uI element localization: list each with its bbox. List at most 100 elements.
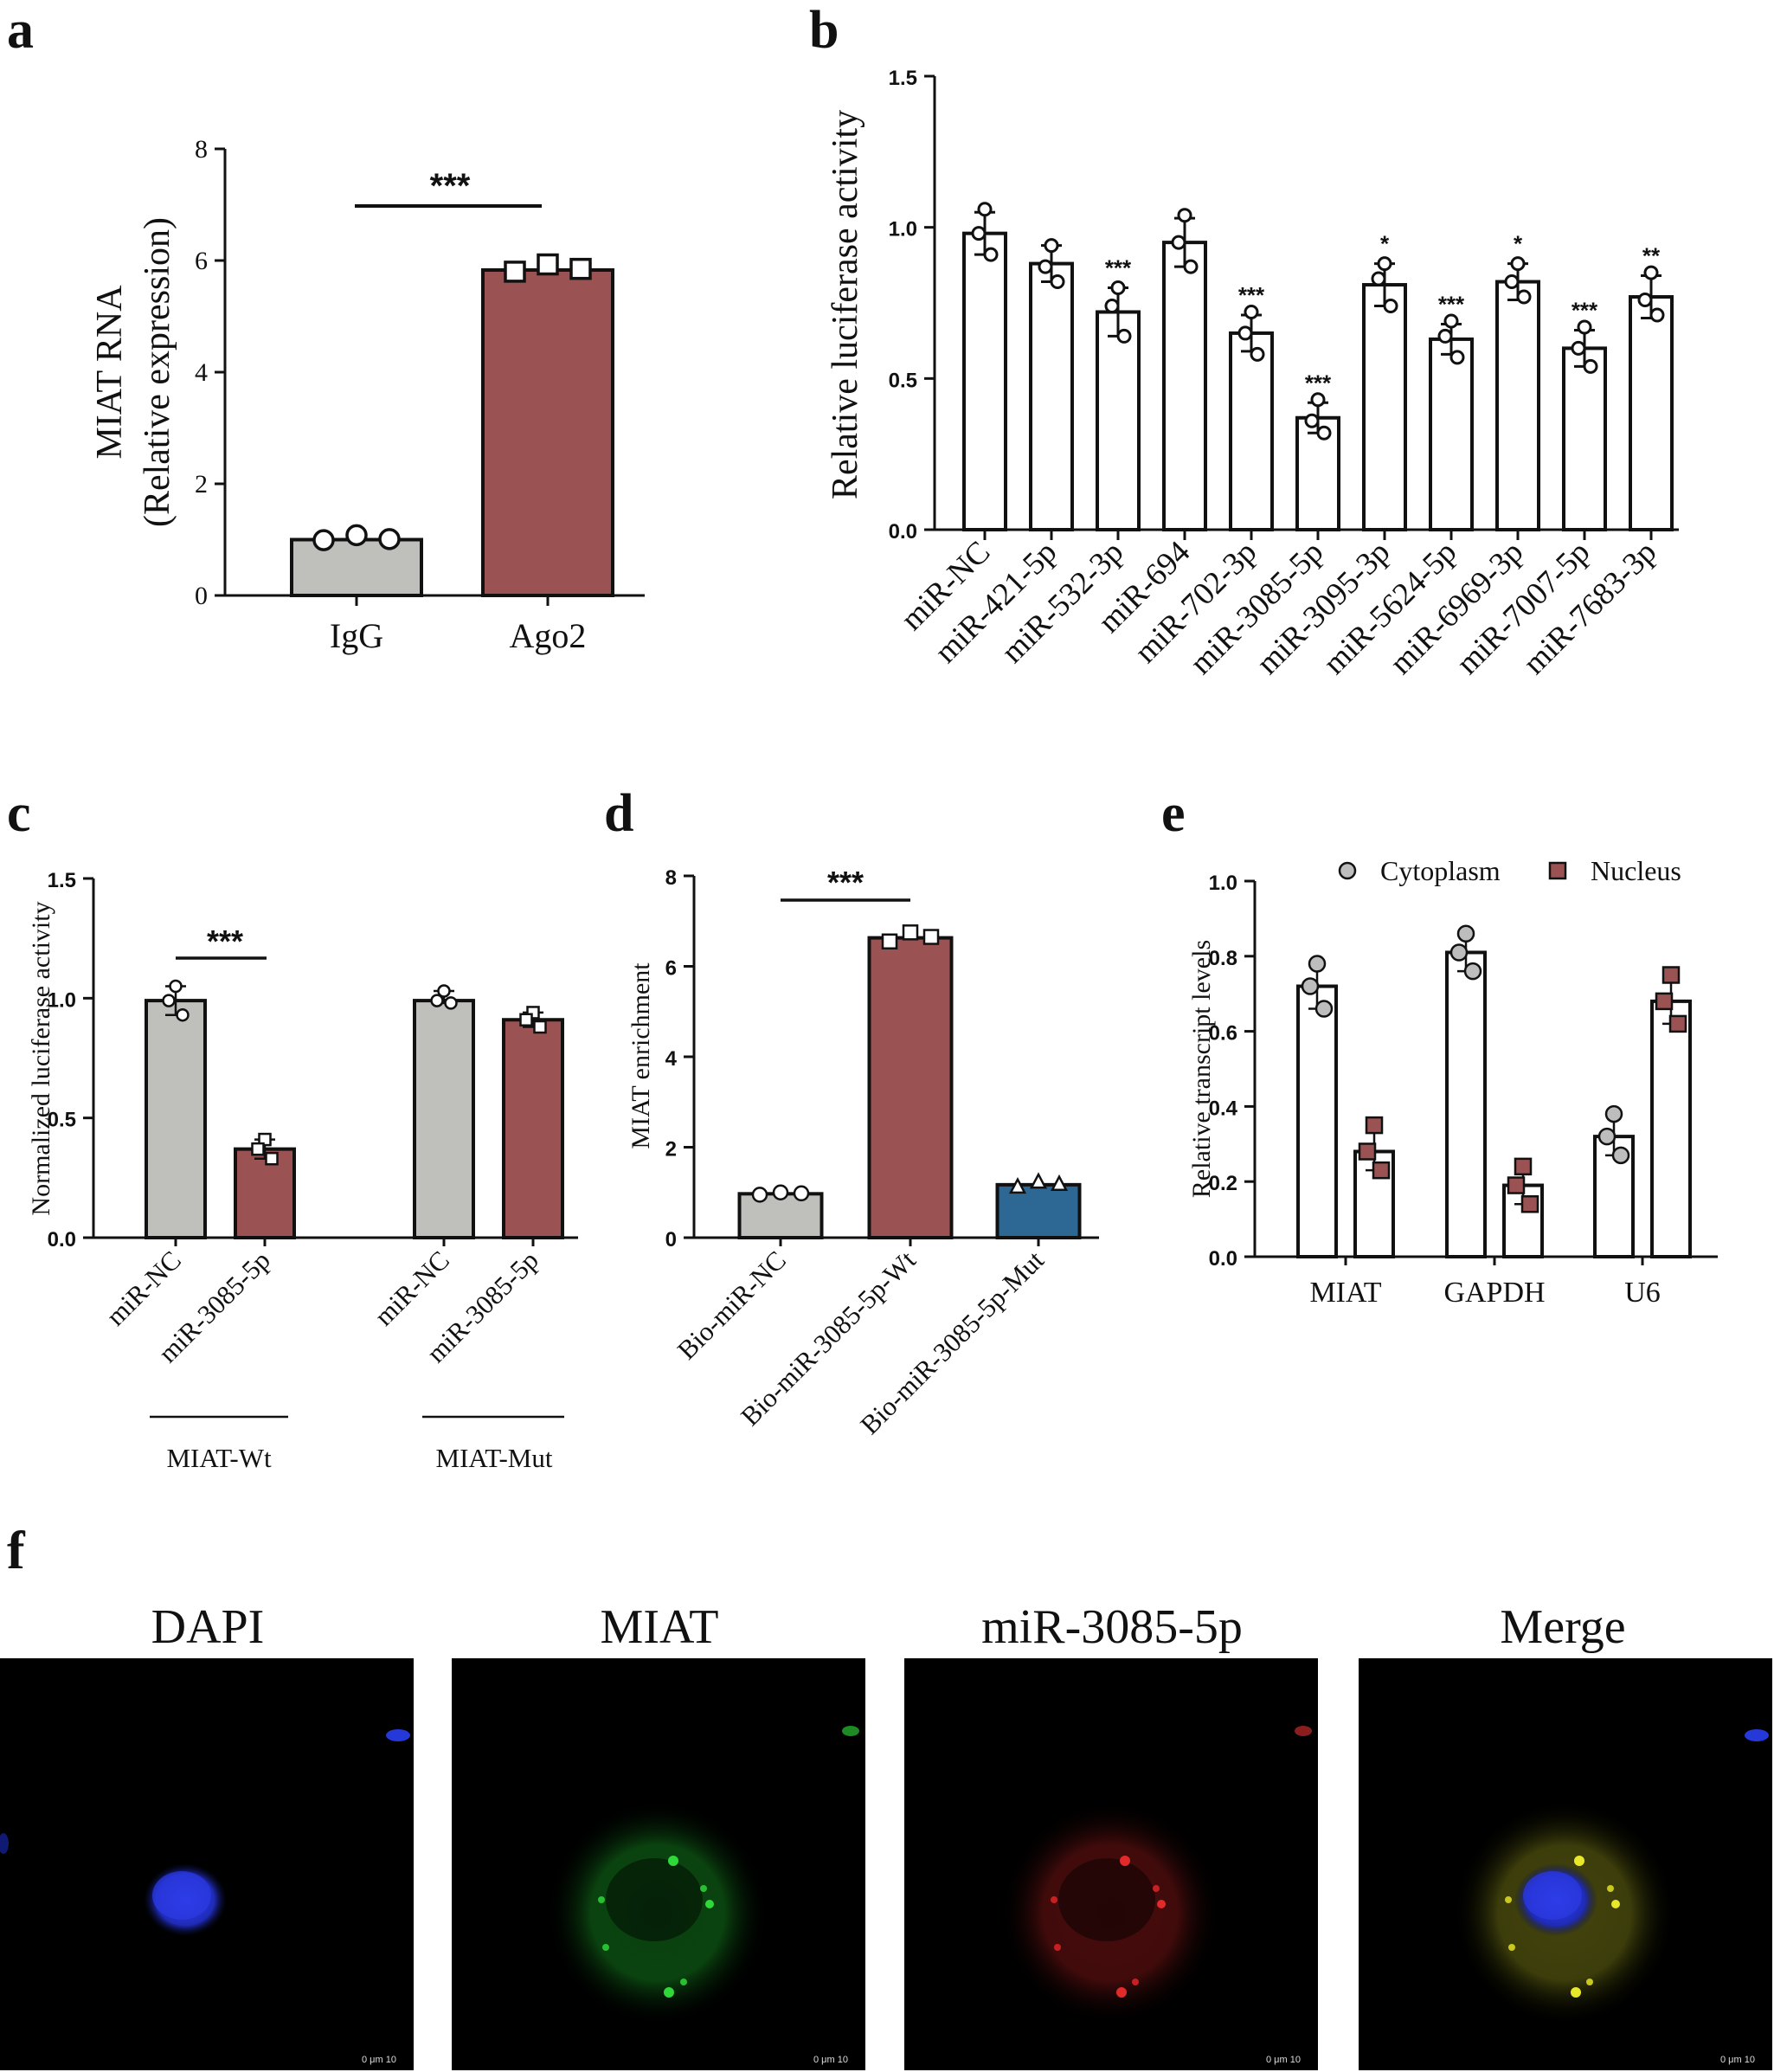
chart-a-point-0-2 xyxy=(378,528,401,550)
chart-e-bar-1-2 xyxy=(1650,999,1692,1258)
chart-e-legend-marker-1 xyxy=(1548,861,1567,880)
chart-e-ylabel: Relative transcript levels xyxy=(1187,940,1216,1198)
chart-e-ytick-label-3: 0.6 xyxy=(1209,1022,1237,1046)
panel-letter-f: f xyxy=(7,1522,26,1580)
chart-d-ytick-label-0: 0 xyxy=(665,1228,677,1252)
chart-d-point-2-2 xyxy=(1050,1174,1069,1191)
chart-e-point-1-1-2 xyxy=(1520,1194,1539,1213)
chart-b-sig-6: * xyxy=(1380,231,1390,257)
scalebar-merge: 0 μm 10 xyxy=(1720,2055,1755,2065)
chart-a-point-1-0 xyxy=(504,261,526,283)
chart-a-point-0-0 xyxy=(312,529,335,551)
panel-letter-d: d xyxy=(604,784,633,843)
chart-b-bar-2 xyxy=(1096,310,1141,532)
chart-b-sig-4: *** xyxy=(1238,282,1265,308)
chart-d-ytick-label-4: 8 xyxy=(665,866,677,890)
chart-c-ytick-label-1: 0.5 xyxy=(48,1109,76,1132)
chart-d-category-0: Bio-miR-NC xyxy=(672,1245,792,1365)
chart-b-bar-7 xyxy=(1429,337,1474,532)
chart-e-point-1-0-2 xyxy=(1372,1161,1391,1180)
chart-c-point-0-1 xyxy=(162,994,176,1007)
chart-c-point-1-2 xyxy=(265,1151,279,1166)
chart-b-point-7-0 xyxy=(1443,313,1459,329)
chart-c-bar-0 xyxy=(145,999,207,1239)
chart-d-point-0-2 xyxy=(793,1185,810,1202)
chart-b-point-4-0 xyxy=(1244,304,1259,319)
chart-b: Relative luciferase activity 0.0 0.5 1.0 1.… xyxy=(826,67,1679,681)
chart-c-group-1: MIAT-Mut xyxy=(436,1443,553,1473)
chart-e-legend-marker-0 xyxy=(1338,861,1357,880)
chart-a-point-1-1 xyxy=(537,253,559,276)
chart-e-category-0: MIAT xyxy=(1309,1277,1381,1309)
chart-c-ylabel: Normalized luciferase activity xyxy=(27,901,55,1215)
chart-e-point-0-0-0 xyxy=(1308,955,1327,973)
chart-e-ytick-label-4: 0.8 xyxy=(1209,947,1237,970)
chart-b-point-3-0 xyxy=(1177,208,1192,223)
chart-b-point-6-0 xyxy=(1377,256,1392,272)
chart-b-point-8-0 xyxy=(1510,256,1526,272)
chart-c-point-2-2 xyxy=(444,996,458,1010)
chart-b-point-1-0 xyxy=(1044,238,1059,254)
chart-c-ytick-label-3: 1.5 xyxy=(48,869,76,892)
chart-b-ytick-label-1: 0.5 xyxy=(889,369,917,392)
chart-c-group-0: MIAT-Wt xyxy=(166,1443,272,1473)
chart-d-sig-label: *** xyxy=(827,865,864,900)
scalebar-dapi: 0 μm 10 xyxy=(362,2055,396,2065)
chart-a-ytick-label-3: 6 xyxy=(195,247,208,275)
chart-d-ylabel: MIAT enrichment xyxy=(627,962,655,1149)
chart-e-point-0-1-2 xyxy=(1463,962,1482,981)
chart-b-point-5-1 xyxy=(1304,413,1320,428)
chart-e-point-0-0-1 xyxy=(1301,977,1320,995)
chart-e-point-0-1-0 xyxy=(1456,924,1475,943)
chart-c-bar-1 xyxy=(234,1147,296,1239)
chart-b-ylabel: Relative luciferase activity xyxy=(826,110,865,499)
chart-e-legend-label-1: Nucleus xyxy=(1591,855,1681,886)
chart-e-point-1-0-1 xyxy=(1358,1142,1377,1161)
chart-b-point-7-2 xyxy=(1449,350,1465,365)
panel-letter-b: b xyxy=(809,1,839,60)
image-miat: 0 μm 10 xyxy=(452,1658,865,2070)
chart-b-point-4-2 xyxy=(1250,346,1265,362)
chart-e-ytick-label-2: 0.4 xyxy=(1209,1097,1238,1120)
chart-b-bar-8 xyxy=(1495,280,1540,531)
chart-c-bar-3 xyxy=(502,1018,564,1239)
chart-a-sig-label: *** xyxy=(430,167,471,205)
chart-d-point-0-1 xyxy=(772,1184,789,1200)
chart-b-bar-0 xyxy=(962,231,1007,531)
chart-e-ytick-label-0: 0.0 xyxy=(1209,1247,1237,1271)
chart-b-point-7-1 xyxy=(1437,328,1453,344)
chart-b-sig-2: *** xyxy=(1105,255,1132,281)
microscopy-panel: DAPI MIAT miR-3085-5p Merge 0 μm 10 0 μm… xyxy=(0,1600,1772,2070)
chart-b-point-6-2 xyxy=(1383,298,1398,313)
chart-d-point-2-0 xyxy=(1008,1176,1027,1194)
chart-b-point-2-0 xyxy=(1110,280,1126,296)
chart-c-point-1-1 xyxy=(251,1142,265,1156)
chart-e-point-1-1-1 xyxy=(1507,1176,1526,1194)
chart-c-ytick-label-0: 0.0 xyxy=(48,1228,76,1252)
chart-e-category-1: GAPDH xyxy=(1443,1277,1545,1309)
chart-e-point-1-2-2 xyxy=(1668,1014,1687,1033)
chart-b-bar-10 xyxy=(1629,295,1674,531)
chart-b-bar-6 xyxy=(1362,283,1407,531)
panel-letter-a: a xyxy=(7,1,34,60)
chart-e-point-1-1-0 xyxy=(1514,1157,1533,1176)
image-mir: 0 μm 10 xyxy=(904,1658,1318,2070)
chart-b-point-5-0 xyxy=(1310,392,1326,408)
panel-letter-c: c xyxy=(7,784,31,843)
chart-b-bar-4 xyxy=(1229,331,1274,531)
chart-a-ytick-label-1: 2 xyxy=(195,470,208,499)
chart-b-point-0-1 xyxy=(971,226,987,241)
chart-e-point-1-2-1 xyxy=(1655,992,1674,1011)
chart-a-point-1-2 xyxy=(569,257,592,280)
chart-a-bar-0 xyxy=(290,537,423,597)
chart-a-bar-1 xyxy=(481,267,614,597)
chart-c-point-1-0 xyxy=(258,1132,272,1147)
chart-b-sig-5: *** xyxy=(1305,370,1332,396)
chart-d-point-0-0 xyxy=(751,1187,768,1203)
chart-d-ytick-label-2: 4 xyxy=(665,1047,678,1071)
chart-b-sig-10: ** xyxy=(1642,243,1661,269)
chart-d-bar-1 xyxy=(867,936,954,1240)
image-merge: 0 μm 10 xyxy=(1359,1658,1772,2070)
chart-b-point-1-2 xyxy=(1050,274,1065,290)
chart-a-ylabel-2: (Relative expression) xyxy=(138,217,177,527)
